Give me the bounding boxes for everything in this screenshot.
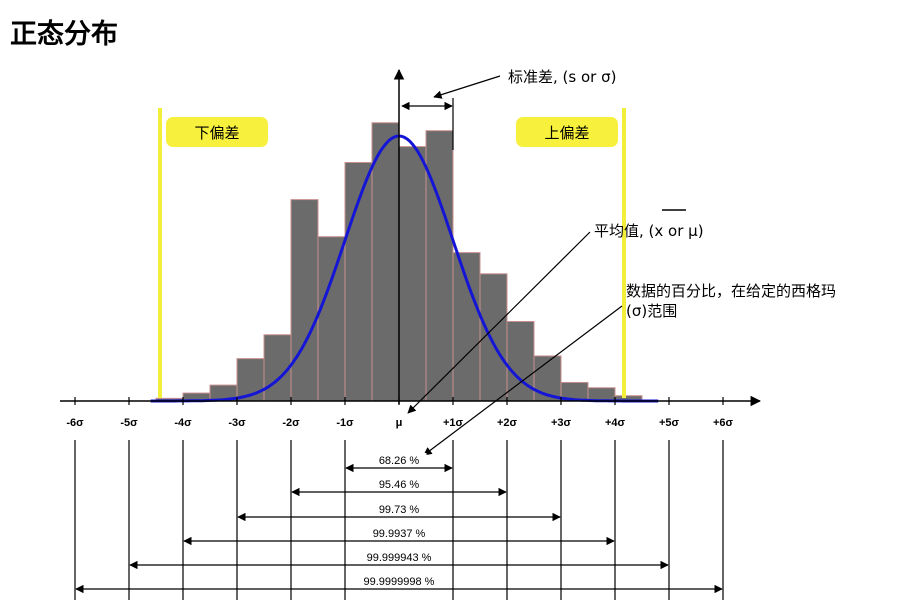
lower-tolerance-label: 下偏差 bbox=[194, 124, 239, 142]
tick-label: μ bbox=[396, 417, 403, 429]
tick-label: -5σ bbox=[120, 417, 138, 429]
histogram-bar bbox=[290, 199, 319, 402]
range-percentage-label: 68.26 % bbox=[379, 455, 420, 467]
tick-label: -4σ bbox=[174, 417, 192, 429]
axis-ticks: -6σ -5σ -4σ -3σ -2σ -1σ μ +1σ +2σ +3σ +4σ +5σ +6σ bbox=[66, 397, 734, 600]
histogram-bar bbox=[263, 334, 292, 402]
tick-label: +6σ bbox=[713, 417, 734, 429]
pct-range-label-line2: (σ)范围 bbox=[626, 302, 677, 320]
tick-label: +3σ bbox=[551, 417, 572, 429]
range-label-bg bbox=[371, 502, 427, 514]
range-percentage-label: 95.46 % bbox=[379, 479, 420, 491]
mean-pointer bbox=[407, 231, 591, 414]
bell-curve bbox=[150, 134, 659, 403]
upper-tolerance-label: 上偏差 bbox=[544, 124, 589, 142]
tick-label: -1σ bbox=[336, 417, 354, 429]
histogram-bar bbox=[425, 130, 454, 402]
tick-label: +1σ bbox=[443, 417, 464, 429]
range-percentage-label: 99.9999998 % bbox=[364, 576, 435, 588]
histogram-bar bbox=[398, 146, 427, 402]
tick-label: -6σ bbox=[66, 417, 84, 429]
range-label-bg bbox=[371, 477, 427, 489]
tick-label: +2σ bbox=[497, 417, 518, 429]
histogram-bar bbox=[587, 387, 616, 402]
upper-tolerance-tag bbox=[516, 117, 618, 147]
range-percentage-label: 99.9937 % bbox=[373, 528, 426, 540]
tick-label: -2σ bbox=[282, 417, 300, 429]
pct-range-pointer bbox=[423, 305, 623, 456]
range-percentage-label: 99.999943 % bbox=[367, 552, 432, 564]
histogram-bar bbox=[371, 122, 400, 402]
range-percentage-label: 99.73 % bbox=[379, 504, 420, 516]
histogram-bar bbox=[452, 252, 481, 402]
std-dev-pointer bbox=[433, 75, 501, 99]
tick-label: -3σ bbox=[228, 417, 246, 429]
histogram-bars bbox=[155, 122, 643, 402]
page-title: 正态分布 bbox=[10, 19, 118, 50]
range-label-bg bbox=[364, 526, 434, 538]
range-label-bg bbox=[354, 574, 444, 586]
lower-tolerance-tag bbox=[166, 117, 268, 147]
range-label-bg bbox=[371, 453, 427, 465]
mean-label: 平均值, (x or μ) bbox=[594, 222, 704, 240]
tick-label: +5σ bbox=[659, 417, 680, 429]
tick-label: +4σ bbox=[605, 417, 626, 429]
pct-range-label-line1: 数据的百分比，在给定的西格玛 bbox=[626, 282, 836, 300]
std-dev-label: 标准差, (s or σ) bbox=[508, 68, 616, 86]
sigma-range-brackets: 68.26 % 95.46 % 99.73 % 99.9937 % 99.999943 … bbox=[75, 453, 723, 594]
range-label-bg bbox=[357, 550, 441, 562]
histogram-bar bbox=[479, 273, 508, 402]
histogram-bar bbox=[317, 236, 346, 402]
